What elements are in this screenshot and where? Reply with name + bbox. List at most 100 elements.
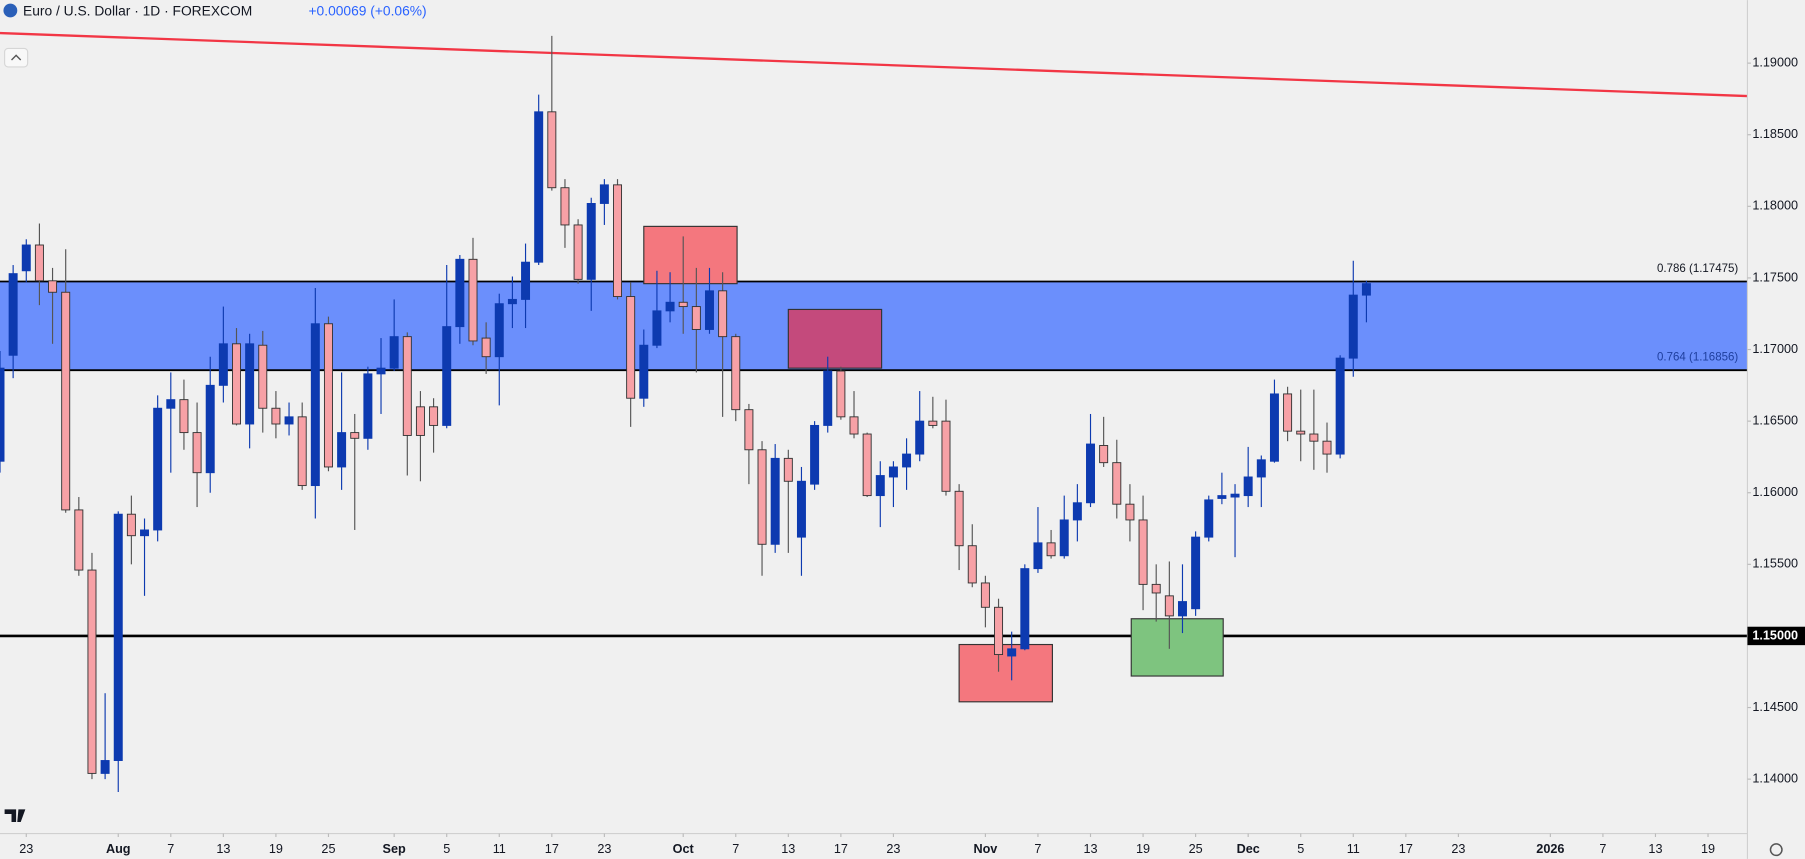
candle-body: [757, 449, 767, 545]
y-tick-label: 1.18000: [1752, 199, 1798, 213]
candle-body: [192, 432, 202, 474]
x-tick-label: 19: [1136, 842, 1150, 856]
candle-body: [652, 310, 662, 346]
candle-body: [521, 261, 531, 300]
collapse-button[interactable]: [4, 47, 29, 68]
candle-body: [1020, 568, 1030, 650]
candle-body: [1309, 433, 1319, 442]
y-tick-label: 1.16500: [1752, 413, 1798, 427]
x-tick-label: 23: [1451, 842, 1465, 856]
candle-body: [849, 416, 859, 435]
settings-icon[interactable]: [1769, 843, 1783, 857]
candle-body: [337, 432, 347, 468]
y-tick-label: 1.19000: [1752, 55, 1798, 69]
y-tick-label: 1.18500: [1752, 127, 1798, 141]
candle-body: [1072, 502, 1082, 521]
x-tick-label: 7: [732, 842, 739, 856]
candle-body: [350, 432, 360, 439]
candle-body: [1361, 283, 1371, 296]
candle-body: [1335, 357, 1345, 455]
candle-body: [1164, 595, 1174, 617]
candle-body: [573, 224, 583, 280]
candle-body: [954, 490, 964, 547]
candle-body: [140, 529, 150, 537]
candle-body: [599, 184, 609, 204]
candle-body: [770, 457, 780, 545]
candle-body: [1230, 493, 1240, 498]
candle-body: [1204, 499, 1214, 538]
y-tick-label: 1.15500: [1752, 557, 1798, 571]
candle-body: [534, 111, 544, 263]
candle-body: [1007, 648, 1017, 657]
x-tick-label: Dec: [1237, 842, 1260, 856]
candle-body: [297, 416, 307, 487]
candle-body: [0, 367, 5, 462]
candle-body: [1099, 445, 1109, 464]
candle-body: [665, 301, 675, 312]
x-tick-label: 7: [1599, 842, 1606, 856]
candle-body: [1283, 393, 1293, 432]
symbol-icon[interactable]: [3, 3, 18, 18]
x-tick-label: Oct: [673, 842, 695, 856]
candle-body: [468, 258, 478, 342]
candle-body: [1322, 440, 1332, 455]
collapse-icon: [11, 54, 22, 61]
x-tick-label: 25: [1189, 842, 1203, 856]
y-tick-label: 1.14500: [1752, 700, 1798, 714]
candle-body: [415, 406, 425, 436]
zone-box: [643, 225, 738, 285]
x-tick-label: 11: [1347, 842, 1360, 856]
candle-body: [481, 337, 491, 358]
zone-box: [958, 643, 1053, 703]
candle-body: [704, 290, 714, 330]
candle-body: [34, 244, 44, 282]
x-tick-label: 7: [167, 842, 174, 856]
x-tick-label: 5: [1297, 842, 1304, 856]
zone-box: [787, 308, 883, 369]
candle-body: [1125, 503, 1135, 521]
candle-body: [284, 416, 294, 425]
candle-body: [928, 420, 938, 426]
trendline: [0, 31, 1748, 98]
y-tick-label: 1.17000: [1752, 342, 1798, 356]
y-tick-label: 1.17500: [1752, 270, 1798, 284]
candle-body: [61, 291, 71, 511]
x-tick-label: 23: [597, 842, 611, 856]
candle-body: [744, 409, 754, 451]
candle-body: [1269, 393, 1279, 462]
y-tick-label: 1.14000: [1752, 771, 1798, 785]
x-tick-label: 2026: [1536, 842, 1564, 856]
x-tick-label: 17: [545, 842, 559, 856]
candle-body: [1138, 519, 1148, 585]
tradingview-logo[interactable]: [4, 809, 26, 823]
candle-body: [902, 453, 912, 468]
candle-body: [1191, 536, 1201, 610]
candle-body: [507, 298, 517, 305]
candle-body: [442, 326, 452, 426]
candle-body: [967, 545, 977, 584]
candle-body: [691, 306, 701, 330]
candle-body: [1059, 519, 1069, 557]
candle-body: [1086, 443, 1095, 504]
candle-body: [915, 420, 925, 455]
x-tick-label: Aug: [106, 842, 131, 856]
candle-body: [783, 457, 793, 482]
candle-body: [376, 367, 386, 375]
candle-body: [875, 475, 885, 497]
candle-body: [153, 407, 163, 531]
candle-body: [1217, 495, 1227, 499]
candle-body: [731, 336, 741, 411]
y-tick-label: 1.16000: [1752, 485, 1798, 499]
x-tick-label: 13: [1083, 842, 1097, 856]
candle-body: [87, 569, 97, 774]
candle-body: [363, 373, 373, 439]
x-tick-label: 11: [493, 842, 506, 856]
level-label-bg: [1747, 626, 1805, 646]
candle-body: [1033, 542, 1043, 570]
candle-body: [1256, 459, 1266, 478]
candle-body: [836, 370, 846, 418]
candle-body: [323, 323, 333, 468]
